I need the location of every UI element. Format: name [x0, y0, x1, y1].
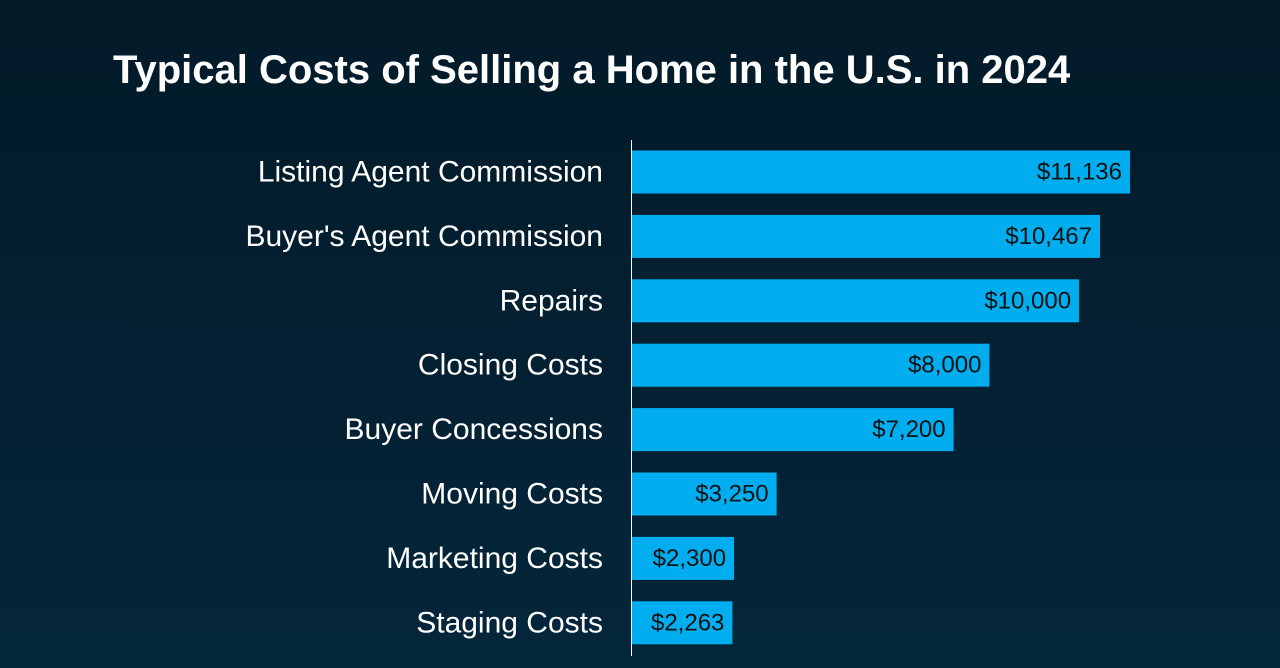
bar: [631, 472, 777, 516]
data-label: $2,300: [653, 545, 726, 572]
bar: [631, 536, 735, 580]
data-label: $10,000: [984, 287, 1071, 314]
bars-group: [631, 150, 1130, 645]
data-label: $11,136: [1037, 159, 1122, 186]
category-label: Listing Agent Commission: [258, 156, 603, 189]
category-label: Closing Costs: [418, 349, 603, 382]
bar: [631, 601, 733, 645]
data-label: $2,263: [651, 609, 724, 636]
category-labels-group: Listing Agent Commission Buyer's Agent Co…: [245, 156, 603, 640]
bar: [631, 214, 1101, 258]
data-label: $3,250: [695, 481, 768, 508]
bar: [631, 343, 990, 387]
data-label: $8,000: [908, 352, 981, 379]
category-label: Buyer's Agent Commission: [245, 220, 603, 253]
category-label: Staging Costs: [416, 606, 603, 639]
chart-title: Typical Costs of Selling a Home in the U…: [113, 48, 1071, 92]
bar: [631, 279, 1080, 323]
data-label: $10,467: [1005, 223, 1092, 250]
data-label: $7,200: [872, 416, 945, 443]
bar: [631, 408, 954, 452]
category-label: Moving Costs: [421, 478, 603, 511]
category-label: Buyer Concessions: [345, 413, 603, 446]
category-label: Repairs: [500, 284, 603, 317]
bar: [631, 150, 1130, 194]
value-labels-group: $11,136 $10,467 $10,000 $8,000 $7,200 $3,250 $…: [651, 159, 1122, 637]
category-label: Marketing Costs: [386, 542, 603, 575]
